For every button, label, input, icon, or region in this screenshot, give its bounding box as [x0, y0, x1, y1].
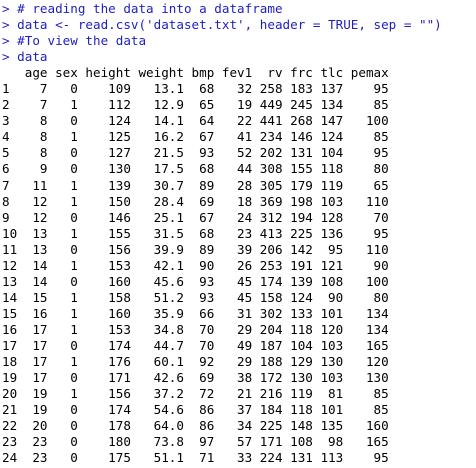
- table-row: 4 8 1 125 16.2 67 41 234 146 124 85: [2, 129, 389, 145]
- command-comment-view: > #To view the data: [2, 33, 147, 49]
- table-row: 25 23 0 179 71.5 95 52 225 127 101 195: [2, 466, 472, 467]
- table-row: 19 17 0 171 42.6 69 38 172 130 103 130: [2, 370, 389, 386]
- table-row: 7 11 1 139 30.7 89 28 305 179 119 65: [2, 177, 389, 193]
- table-row: 5 8 0 127 21.5 93 52 202 131 104 95: [2, 145, 389, 161]
- table-row: 3 8 0 124 14.1 64 22 441 268 147 100: [2, 113, 389, 129]
- table-row: 8 12 1 150 28.4 69 18 369 198 103 110: [2, 193, 389, 209]
- table-row: 16 17 1 153 34.8 70 29 204 118 120 134: [2, 321, 389, 337]
- table-row: 1 7 0 109 13.1 68 32 258 183 137 95: [2, 81, 389, 97]
- table-row: 13 14 0 160 45.6 93 45 174 139 108 100: [2, 273, 389, 289]
- table-row: 17 17 0 174 44.7 70 49 187 104 103 165: [2, 337, 389, 353]
- command-comment-reading: > # reading the data into a dataframe: [2, 1, 283, 16]
- table-row: 22 20 0 178 64.0 86 34 225 148 135 160: [2, 418, 389, 434]
- table-row: 20 19 1 156 37.2 72 21 216 119 81 85: [2, 386, 389, 402]
- table-row: 10 13 1 155 31.5 68 23 413 225 136 95: [2, 225, 389, 241]
- command-read-csv: > data <- read.csv('dataset.txt', header…: [2, 17, 442, 33]
- table-row: 9 12 0 146 25.1 67 24 312 194 128 70: [2, 209, 389, 225]
- table-row: 11 13 0 156 39.9 89 39 206 142 95 110: [2, 241, 389, 257]
- table-row: 18 17 1 176 60.1 92 29 188 129 130 120: [2, 354, 389, 370]
- table-body: 1 7 0 109 13.1 68 32 258 183 137 95 2 7 1…: [2, 81, 472, 467]
- table-row: 12 14 1 153 42.1 90 26 253 191 121 90: [2, 257, 389, 273]
- table-header: age sex height weight bmp fev1 rv frc tl…: [2, 65, 389, 81]
- table-row: 6 9 0 130 17.5 68 44 308 155 118 80: [2, 161, 389, 177]
- table-row: 15 16 1 160 35.9 66 31 302 133 101 134: [2, 305, 389, 321]
- table-row: 14 15 1 158 51.2 93 45 158 124 90 80: [2, 289, 389, 305]
- table-row: 2 7 1 112 12.9 65 19 449 245 134 85: [2, 97, 389, 113]
- command-data: > data: [2, 49, 48, 65]
- table-row: 23 23 0 180 73.8 97 57 171 108 98 165: [2, 434, 389, 450]
- table-row: 21 19 0 174 54.6 86 37 184 118 101 85: [2, 402, 389, 418]
- table-row: 24 23 0 175 51.1 71 33 224 131 113 95: [2, 450, 389, 466]
